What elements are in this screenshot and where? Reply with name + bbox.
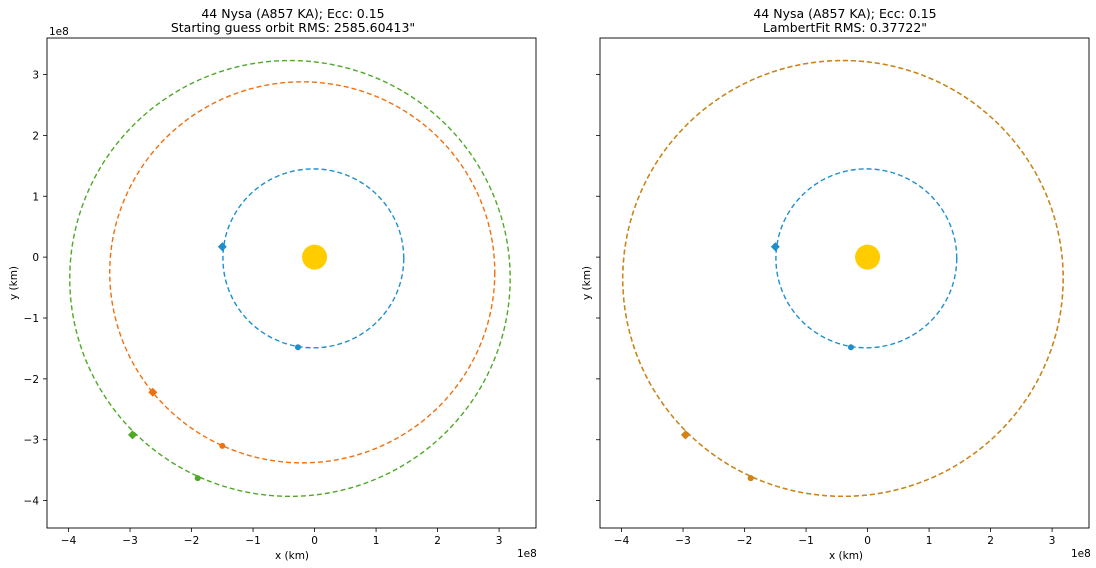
- position-marker-diamond: [217, 242, 227, 252]
- y-axis-label: y (km): [581, 266, 593, 300]
- x-tick-label: 2: [434, 535, 441, 547]
- y-tick-label: 3: [32, 70, 39, 82]
- position-marker-dot: [219, 442, 226, 449]
- y-tick-label: 0: [32, 252, 39, 264]
- y-tick-label: −4: [24, 496, 40, 508]
- y-tick-label: 1: [32, 191, 39, 203]
- orbit-path: [69, 59, 511, 498]
- position-marker-dot: [847, 344, 854, 351]
- position-marker-diamond: [680, 430, 690, 440]
- y-tick-label: 2: [32, 130, 39, 142]
- left-chart: 44 Nysa (A857 KA); Ecc: 0.15 Starting gu…: [8, 6, 537, 562]
- x-tick-label: −3: [122, 535, 137, 547]
- plot-frame: [46, 37, 537, 529]
- position-marker-dot: [747, 475, 754, 482]
- x-tick-label: 3: [1049, 535, 1056, 547]
- y-tick-label: −2: [24, 374, 39, 386]
- y-tick-label: −1: [24, 313, 39, 325]
- x-tick-label: −2: [184, 535, 199, 547]
- position-marker-diamond: [148, 387, 158, 397]
- chart-title-line2: Starting guess orbit RMS: 2585.60413": [171, 20, 415, 35]
- x-tick-label: −4: [614, 535, 630, 547]
- y-offset-label: 1e8: [49, 26, 69, 38]
- x-offset-label: 1e8: [1071, 548, 1091, 560]
- sun-marker: [302, 244, 328, 270]
- x-tick-label: −2: [737, 535, 752, 547]
- plot-frame: [599, 37, 1090, 529]
- orbit-path: [622, 59, 1064, 498]
- x-tick-label: 1: [926, 535, 933, 547]
- x-tick-label: 1: [373, 535, 380, 547]
- right-chart: 44 Nysa (A857 KA); Ecc: 0.15 LambertFit …: [581, 6, 1091, 562]
- position-marker-diamond: [770, 242, 780, 252]
- orbit-path: [109, 81, 496, 464]
- x-axis-label: x (km): [275, 550, 309, 562]
- x-tick-label: 3: [496, 535, 503, 547]
- x-tick-label: 0: [311, 535, 318, 547]
- x-tick-label: −4: [61, 535, 77, 547]
- x-axis-label: x (km): [829, 550, 863, 562]
- orbit-path: [222, 168, 405, 349]
- x-tick-label: 2: [987, 535, 994, 547]
- chart-title-line2: LambertFit RMS: 0.37722": [763, 20, 927, 35]
- x-offset-label: 1e8: [517, 548, 537, 560]
- position-marker-diamond: [127, 430, 137, 440]
- y-tick-label: −3: [24, 435, 39, 447]
- orbit-path: [622, 59, 1064, 498]
- chart-title-line1: 44 Nysa (A857 KA); Ecc: 0.15: [753, 6, 936, 21]
- x-tick-label: −3: [675, 535, 690, 547]
- x-tick-label: −1: [245, 535, 260, 547]
- position-marker-dot: [294, 344, 301, 351]
- sun-marker: [855, 244, 881, 270]
- position-marker-dot: [194, 475, 201, 482]
- y-axis-label: y (km): [8, 266, 20, 300]
- x-tick-label: −1: [798, 535, 813, 547]
- orbit-path: [775, 168, 958, 349]
- x-tick-label: 0: [864, 535, 871, 547]
- chart-title-line1: 44 Nysa (A857 KA); Ecc: 0.15: [201, 6, 384, 21]
